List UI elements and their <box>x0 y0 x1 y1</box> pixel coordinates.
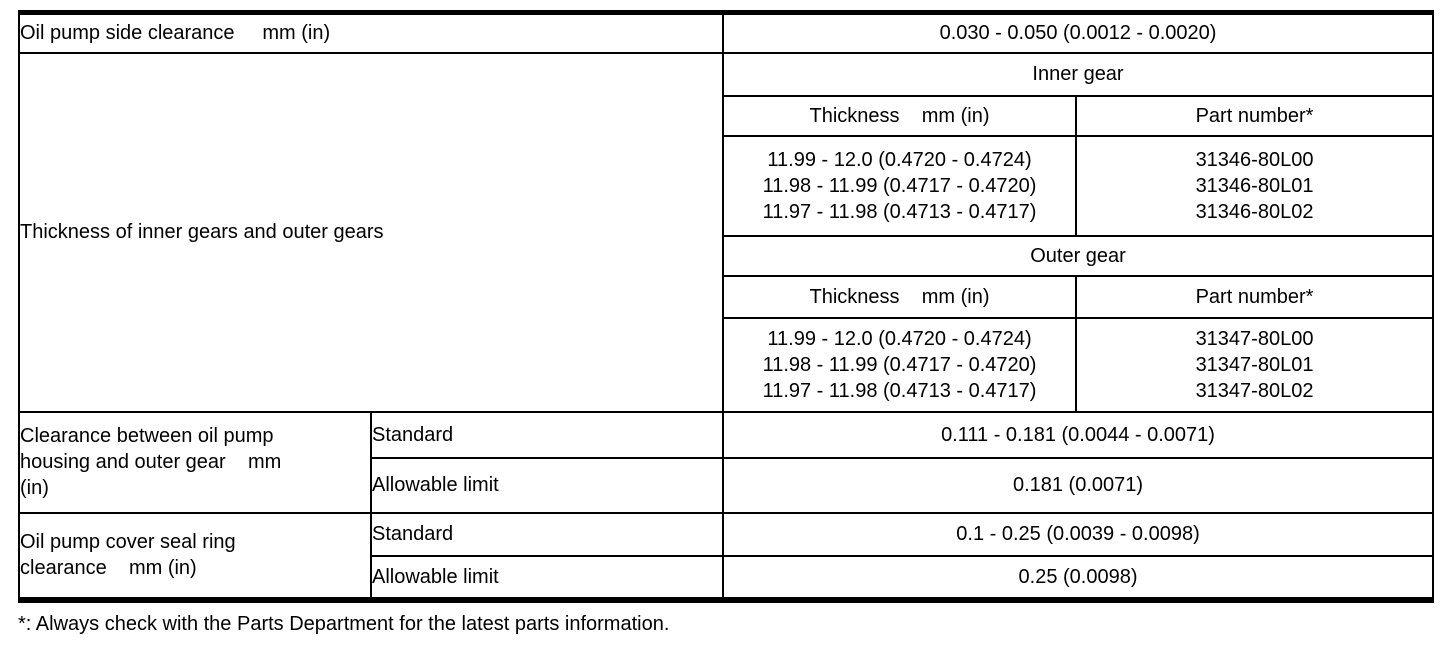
inner-part-number-values: 31346-80L00 31346-80L01 31346-80L02 <box>1075 134 1435 237</box>
housing-clearance-standard-label: Standard <box>369 410 725 459</box>
inner-thickness-values: 11.99 - 12.0 (0.4720 - 0.4724) 11.98 - 1… <box>722 134 1078 237</box>
table-row: Thickness mm (in) Part number* <box>19 274 1435 319</box>
housing-clearance-standard-value: 0.111 - 0.181 (0.0044 - 0.0071) <box>722 410 1435 459</box>
inner-part-number-column-header: Part number* <box>1075 94 1435 137</box>
table-row: Thickness of inner gears and outer gears… <box>17 51 1435 413</box>
footnote: *: Always check with the Parts Departmen… <box>18 612 670 635</box>
housing-clearance-limit-value: 0.181 (0.0071) <box>722 456 1435 514</box>
table-row: Clearance between oil pump housing and o… <box>18 410 1435 514</box>
seal-ring-limit-label: Allowable limit <box>369 554 725 601</box>
outer-part-number-column-header: Part number* <box>1075 274 1435 319</box>
spec-table: Oil pump side clearance mm (in) 0.030 - … <box>17 10 1435 603</box>
table-row: 11.99 - 12.0 (0.4720 - 0.4724) 11.98 - 1… <box>19 134 1435 237</box>
seal-ring-clearance-label: Oil pump cover seal ring clearance mm (i… <box>18 511 372 601</box>
table-row: Allowable limit 0.181 (0.0071) <box>19 456 1435 514</box>
table-row: Oil pump side clearance mm (in) 0.030 - … <box>17 11 1435 54</box>
gears-thickness-label: Thickness of inner gears and outer gears <box>17 51 725 413</box>
housing-clearance-limit-label: Allowable limit <box>369 456 725 514</box>
housing-clearance-label: Clearance between oil pump housing and o… <box>18 410 372 514</box>
table-row: Oil pump cover seal ring clearance mm (i… <box>18 511 1435 601</box>
inner-thickness-column-header: Thickness mm (in) <box>722 94 1078 137</box>
table-row: 11.99 - 12.0 (0.4720 - 0.4724) 11.98 - 1… <box>19 316 1435 413</box>
page: Oil pump side clearance mm (in) 0.030 - … <box>17 10 1435 635</box>
oil-pump-side-clearance-label: Oil pump side clearance mm (in) <box>17 11 725 54</box>
outer-thickness-column-header: Thickness mm (in) <box>722 274 1078 319</box>
outer-gear-header: Outer gear <box>722 234 1435 277</box>
seal-ring-standard-label: Standard <box>369 511 725 557</box>
outer-part-number-values: 31347-80L00 31347-80L01 31347-80L02 <box>1075 316 1435 413</box>
oil-pump-side-clearance-value: 0.030 - 0.050 (0.0012 - 0.0020) <box>722 11 1435 54</box>
table-row: Allowable limit 0.25 (0.0098) <box>19 554 1435 601</box>
seal-ring-standard-value: 0.1 - 0.25 (0.0039 - 0.0098) <box>722 511 1435 557</box>
table-row: Thickness mm (in) Part number* <box>19 94 1435 137</box>
table-row: Outer gear <box>19 234 1435 277</box>
outer-thickness-values: 11.99 - 12.0 (0.4720 - 0.4724) 11.98 - 1… <box>722 316 1078 413</box>
inner-gear-header: Inner gear <box>722 51 1435 97</box>
seal-ring-limit-value: 0.25 (0.0098) <box>722 554 1435 601</box>
